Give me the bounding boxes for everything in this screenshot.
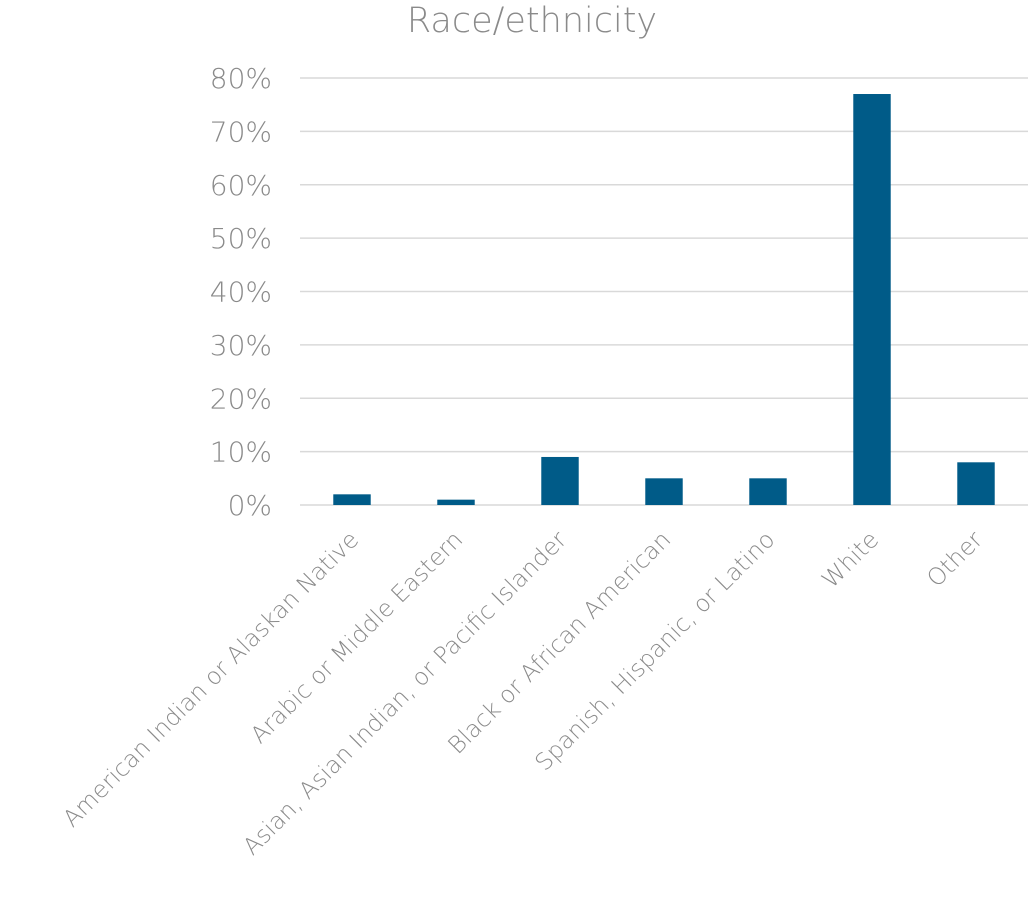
bar [437, 499, 475, 505]
y-tick-label: 70% [210, 115, 272, 148]
bar [853, 94, 891, 505]
x-category-label: Other [921, 525, 988, 592]
x-category-label: White [816, 525, 884, 593]
bars [333, 94, 995, 505]
y-tick-label: 60% [210, 169, 272, 202]
y-tick-label: 30% [210, 329, 272, 362]
y-tick-label: 40% [210, 276, 272, 309]
y-tick-label: 0% [228, 489, 272, 522]
y-tick-label: 10% [210, 436, 272, 469]
y-axis-ticks: 0% 10% 20% 30% 40% 50% 60% 70% 80% [210, 62, 272, 522]
x-axis-labels: American Indian or Alaskan NativeArabic … [57, 525, 988, 860]
gridlines [300, 77, 1028, 506]
bar [749, 478, 787, 505]
bar [957, 462, 995, 505]
x-category-label: Arabic or Middle Eastern [245, 525, 468, 748]
x-category-label: Black or African American [442, 525, 676, 759]
y-tick-label: 80% [210, 62, 272, 95]
y-tick-label: 20% [210, 382, 272, 415]
chart-title: Race/ethnicity [407, 1, 657, 41]
bar [541, 456, 579, 505]
y-tick-label: 50% [210, 222, 272, 255]
bar [645, 478, 683, 505]
bar [333, 494, 371, 505]
